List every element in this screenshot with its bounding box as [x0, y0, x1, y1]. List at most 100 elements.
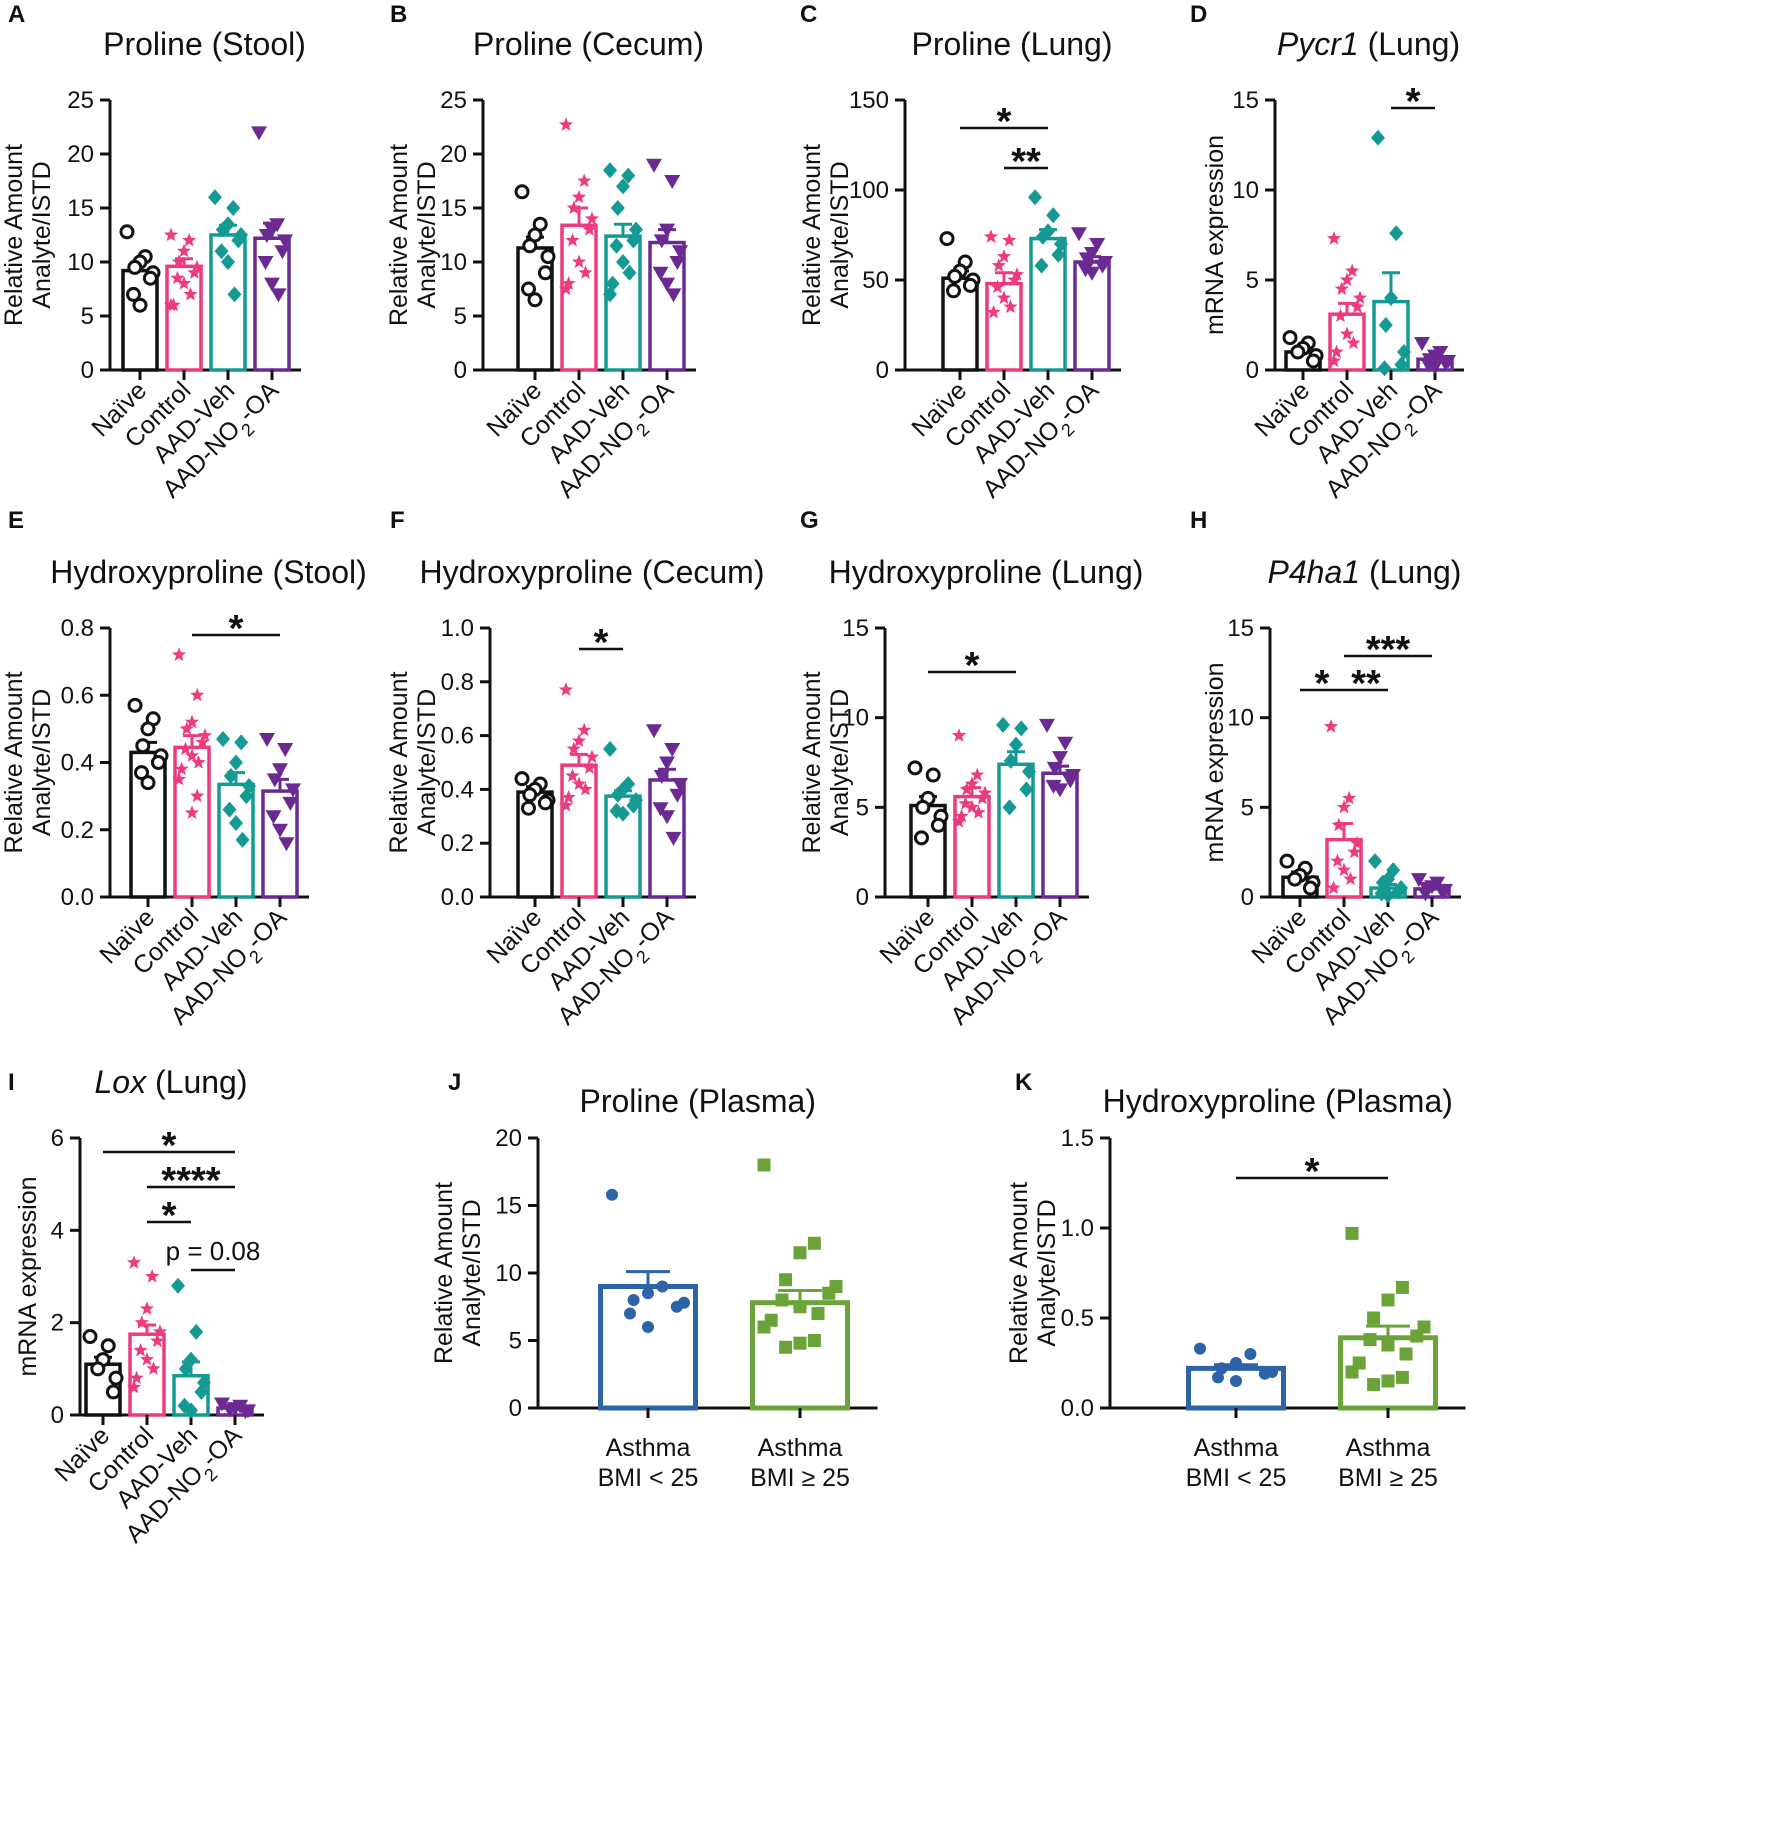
- data-point: [231, 232, 246, 249]
- data-point: [257, 256, 274, 270]
- chart-title: Hydroxyproline (Stool): [50, 554, 367, 590]
- y-axis-label: Analyte/ISTD: [413, 161, 441, 308]
- data-point: [964, 776, 980, 791]
- data-point: [1302, 880, 1318, 896]
- data-point: [171, 771, 187, 786]
- data-point: [622, 264, 637, 281]
- data-point: [140, 721, 156, 737]
- data-point: [558, 682, 574, 696]
- data-point: [140, 775, 156, 791]
- data-point: [616, 254, 630, 270]
- chart-title: Pycr1 (Lung): [1277, 26, 1460, 62]
- data-point: [221, 1403, 238, 1418]
- data-point: [222, 801, 237, 818]
- panel-letter: B: [390, 1, 407, 28]
- data-point: [653, 769, 670, 784]
- y-tick-label: 1.0: [441, 615, 474, 642]
- y-tick-label: 0.5: [1061, 1305, 1094, 1332]
- chart-title: Lox (Lung): [95, 1064, 248, 1100]
- data-point: [139, 1352, 155, 1366]
- data-point: [807, 1236, 821, 1250]
- y-tick-label: 0.6: [441, 723, 474, 750]
- significance-label: ***: [1366, 629, 1411, 671]
- data-point: [522, 238, 538, 254]
- data-point: [606, 1188, 618, 1201]
- data-point: [170, 270, 185, 285]
- data-point: [184, 1402, 198, 1419]
- data-point: [1381, 1338, 1395, 1352]
- y-axis-label: Relative Amount: [798, 144, 826, 326]
- y-tick-label: 15: [1227, 615, 1254, 642]
- data-point: [659, 810, 675, 825]
- data-point: [1244, 1348, 1257, 1360]
- data-point: [991, 258, 1006, 272]
- data-point: [653, 234, 670, 249]
- data-point: [578, 265, 593, 279]
- data-point: [216, 730, 230, 747]
- significance-label: **: [1351, 663, 1381, 705]
- data-point: [793, 1246, 807, 1260]
- data-point: [272, 763, 288, 778]
- y-tick-label: 5: [81, 303, 94, 330]
- data-point: [126, 1255, 142, 1269]
- data-point: [1343, 871, 1358, 886]
- data-point: [616, 178, 630, 195]
- data-point: [983, 229, 999, 243]
- data-point: [135, 738, 151, 754]
- data-point: [82, 1329, 98, 1345]
- data-point: [1399, 1347, 1413, 1361]
- data-point: [975, 790, 990, 805]
- y-tick-label: 0.4: [441, 776, 474, 803]
- data-point: [1345, 263, 1360, 278]
- panel-E: E Hydroxyproline (Stool) 0.0 0.2 0.4 0.6 0.8 Re…: [0, 507, 367, 1031]
- data-point: [1014, 720, 1029, 737]
- data-point: [1437, 356, 1454, 371]
- data-point: [214, 1397, 230, 1412]
- y-axis-label: mRNA expression: [1201, 662, 1229, 862]
- data-point: [1046, 761, 1063, 776]
- data-point: [1326, 880, 1341, 895]
- data-point: [264, 277, 280, 292]
- data-point: [757, 1320, 771, 1334]
- panel-A: A Proline (Stool) 0 5 10 15 20 25 Relative Amoun…: [0, 1, 306, 504]
- data-point: [571, 189, 587, 204]
- data-point: [521, 800, 536, 816]
- significance-label: *: [229, 608, 244, 650]
- data-point: [603, 741, 617, 758]
- data-point: [1381, 887, 1395, 904]
- data-point: [627, 1294, 640, 1306]
- data-point: [178, 741, 193, 756]
- y-tick-label: 150: [849, 87, 889, 114]
- data-point: [582, 222, 597, 236]
- data-point: [1230, 1357, 1242, 1369]
- data-point: [1336, 799, 1352, 814]
- data-point: [986, 304, 1001, 319]
- y-tick-label: 0.0: [1061, 1395, 1094, 1422]
- y-axis-label: mRNA expression: [1201, 135, 1229, 335]
- panel-B: B Proline (Cecum) 0 5 10 15 20 25 Relative Amoun…: [385, 1, 704, 504]
- y-axis-label: Analyte/ISTD: [28, 161, 56, 308]
- data-point: [1326, 353, 1342, 368]
- data-point: [996, 249, 1012, 263]
- data-point: [1094, 259, 1111, 274]
- data-point: [171, 254, 186, 269]
- y-tick-label: 15: [1232, 87, 1259, 114]
- data-point: [108, 1370, 124, 1386]
- data-point: [1002, 232, 1017, 247]
- chart-title: Hydroxyproline (Cecum): [420, 554, 765, 590]
- data-point: [145, 1269, 160, 1283]
- significance-label: *: [1406, 81, 1421, 123]
- data-point: [646, 158, 662, 173]
- data-point: [126, 286, 141, 302]
- data-point: [1331, 817, 1346, 832]
- data-point: [1330, 853, 1345, 868]
- data-point: [665, 831, 682, 846]
- data-point: [1323, 719, 1339, 733]
- data-point: [1077, 263, 1094, 278]
- data-point: [1336, 862, 1352, 877]
- data-point: [1367, 1311, 1381, 1325]
- x-tick-label: BMI < 25: [1186, 1464, 1287, 1492]
- data-point: [672, 245, 688, 260]
